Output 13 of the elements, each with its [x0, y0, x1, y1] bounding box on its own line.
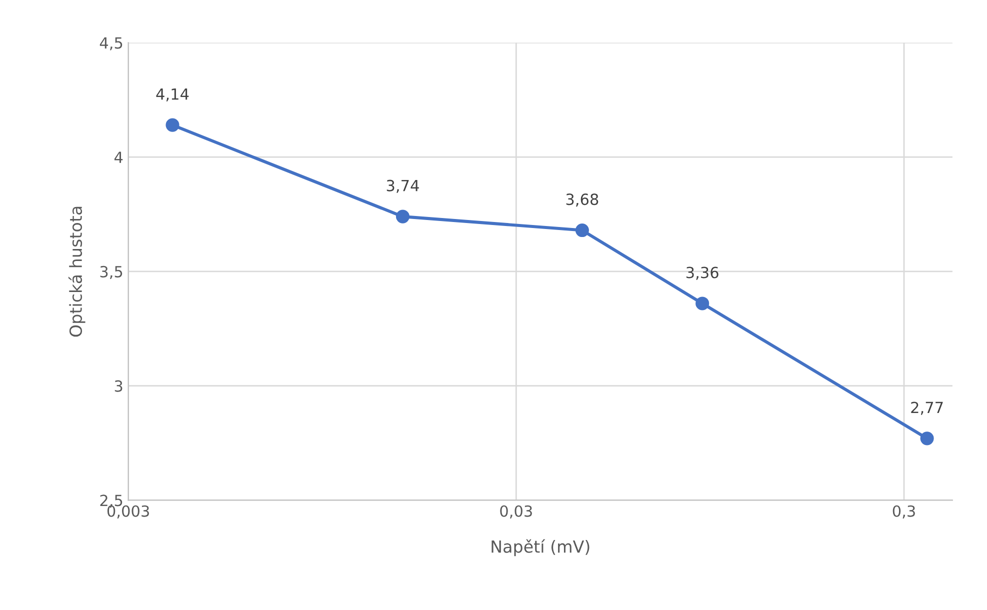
y-axis-title: Optická hustota: [68, 206, 86, 337]
x-axis-title: Napětí (mV): [492, 539, 590, 556]
data-label: 4,14: [156, 88, 189, 102]
data-label: 2,77: [911, 402, 943, 415]
data-label: 3,36: [686, 266, 718, 280]
x-tick-label: 0,03: [500, 505, 532, 518]
y-tick-label: 4: [114, 152, 123, 163]
y-tick-label: 3: [114, 380, 122, 392]
y-tick-label: 4,5: [100, 37, 122, 50]
data-label: 3,68: [566, 194, 598, 207]
data-label: 3,74: [386, 180, 419, 193]
y-tick-label: 3,5: [100, 266, 122, 280]
x-tick-label: 0,3: [892, 505, 915, 518]
